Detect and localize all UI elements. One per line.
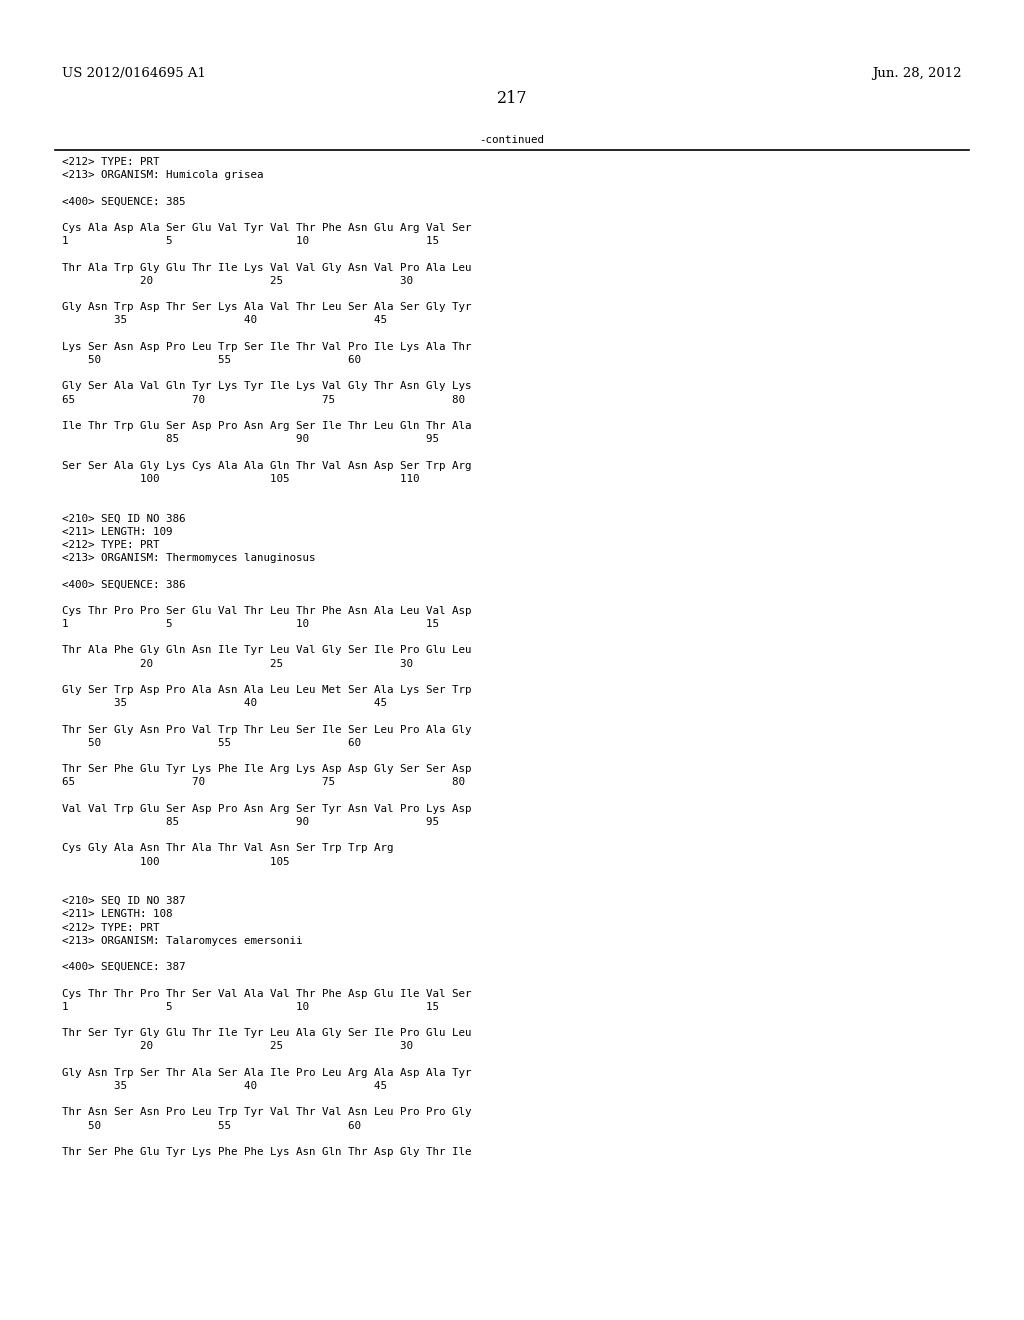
Text: Thr Ala Phe Gly Gln Asn Ile Tyr Leu Val Gly Ser Ile Pro Glu Leu: Thr Ala Phe Gly Gln Asn Ile Tyr Leu Val … [62,645,471,656]
Text: <213> ORGANISM: Talaromyces emersonii: <213> ORGANISM: Talaromyces emersonii [62,936,302,946]
Text: 20                  25                  30: 20 25 30 [62,659,413,669]
Text: <211> LENGTH: 108: <211> LENGTH: 108 [62,909,172,920]
Text: <212> TYPE: PRT: <212> TYPE: PRT [62,923,160,933]
Text: <210> SEQ ID NO 387: <210> SEQ ID NO 387 [62,896,185,907]
Text: 35                  40                  45: 35 40 45 [62,698,387,709]
Text: Cys Ala Asp Ala Ser Glu Val Tyr Val Thr Phe Asn Glu Arg Val Ser: Cys Ala Asp Ala Ser Glu Val Tyr Val Thr … [62,223,471,234]
Text: Cys Thr Pro Pro Ser Glu Val Thr Leu Thr Phe Asn Ala Leu Val Asp: Cys Thr Pro Pro Ser Glu Val Thr Leu Thr … [62,606,471,616]
Text: <400> SEQUENCE: 385: <400> SEQUENCE: 385 [62,197,185,207]
Text: 217: 217 [497,90,527,107]
Text: 50                  55                  60: 50 55 60 [62,738,361,748]
Text: 1               5                   10                  15: 1 5 10 15 [62,619,439,630]
Text: Thr Asn Ser Asn Pro Leu Trp Tyr Val Thr Val Asn Leu Pro Pro Gly: Thr Asn Ser Asn Pro Leu Trp Tyr Val Thr … [62,1107,471,1118]
Text: <211> LENGTH: 109: <211> LENGTH: 109 [62,527,172,537]
Text: Val Val Trp Glu Ser Asp Pro Asn Arg Ser Tyr Asn Val Pro Lys Asp: Val Val Trp Glu Ser Asp Pro Asn Arg Ser … [62,804,471,814]
Text: Gly Ser Ala Val Gln Tyr Lys Tyr Ile Lys Val Gly Thr Asn Gly Lys: Gly Ser Ala Val Gln Tyr Lys Tyr Ile Lys … [62,381,471,392]
Text: Ser Ser Ala Gly Lys Cys Ala Ala Gln Thr Val Asn Asp Ser Trp Arg: Ser Ser Ala Gly Lys Cys Ala Ala Gln Thr … [62,461,471,471]
Text: 1               5                   10                  15: 1 5 10 15 [62,1002,439,1012]
Text: 65                  70                  75                  80: 65 70 75 80 [62,395,465,405]
Text: Thr Ser Tyr Gly Glu Thr Ile Tyr Leu Ala Gly Ser Ile Pro Glu Leu: Thr Ser Tyr Gly Glu Thr Ile Tyr Leu Ala … [62,1028,471,1039]
Text: <213> ORGANISM: Thermomyces lanuginosus: <213> ORGANISM: Thermomyces lanuginosus [62,553,315,564]
Text: <400> SEQUENCE: 386: <400> SEQUENCE: 386 [62,579,185,590]
Text: Thr Ser Phe Glu Tyr Lys Phe Ile Arg Lys Asp Asp Gly Ser Ser Asp: Thr Ser Phe Glu Tyr Lys Phe Ile Arg Lys … [62,764,471,775]
Text: 20                  25                  30: 20 25 30 [62,1041,413,1052]
Text: US 2012/0164695 A1: US 2012/0164695 A1 [62,67,206,81]
Text: 85                  90                  95: 85 90 95 [62,434,439,445]
Text: Thr Ser Phe Glu Tyr Lys Phe Phe Lys Asn Gln Thr Asp Gly Thr Ile: Thr Ser Phe Glu Tyr Lys Phe Phe Lys Asn … [62,1147,471,1158]
Text: Lys Ser Asn Asp Pro Leu Trp Ser Ile Thr Val Pro Ile Lys Ala Thr: Lys Ser Asn Asp Pro Leu Trp Ser Ile Thr … [62,342,471,352]
Text: 50                  55                  60: 50 55 60 [62,355,361,366]
Text: Gly Asn Trp Ser Thr Ala Ser Ala Ile Pro Leu Arg Ala Asp Ala Tyr: Gly Asn Trp Ser Thr Ala Ser Ala Ile Pro … [62,1068,471,1078]
Text: <400> SEQUENCE: 387: <400> SEQUENCE: 387 [62,962,185,973]
Text: 65                  70                  75                  80: 65 70 75 80 [62,777,465,788]
Text: <210> SEQ ID NO 386: <210> SEQ ID NO 386 [62,513,185,524]
Text: 20                  25                  30: 20 25 30 [62,276,413,286]
Text: 35                  40                  45: 35 40 45 [62,1081,387,1092]
Text: Gly Asn Trp Asp Thr Ser Lys Ala Val Thr Leu Ser Ala Ser Gly Tyr: Gly Asn Trp Asp Thr Ser Lys Ala Val Thr … [62,302,471,313]
Text: Jun. 28, 2012: Jun. 28, 2012 [872,67,962,81]
Text: <212> TYPE: PRT: <212> TYPE: PRT [62,157,160,168]
Text: 50                  55                  60: 50 55 60 [62,1121,361,1131]
Text: 1               5                   10                  15: 1 5 10 15 [62,236,439,247]
Text: Cys Gly Ala Asn Thr Ala Thr Val Asn Ser Trp Trp Arg: Cys Gly Ala Asn Thr Ala Thr Val Asn Ser … [62,843,393,854]
Text: <213> ORGANISM: Humicola grisea: <213> ORGANISM: Humicola grisea [62,170,263,181]
Text: Cys Thr Thr Pro Thr Ser Val Ala Val Thr Phe Asp Glu Ile Val Ser: Cys Thr Thr Pro Thr Ser Val Ala Val Thr … [62,989,471,999]
Text: Thr Ala Trp Gly Glu Thr Ile Lys Val Val Gly Asn Val Pro Ala Leu: Thr Ala Trp Gly Glu Thr Ile Lys Val Val … [62,263,471,273]
Text: 100                 105: 100 105 [62,857,290,867]
Text: Ile Thr Trp Glu Ser Asp Pro Asn Arg Ser Ile Thr Leu Gln Thr Ala: Ile Thr Trp Glu Ser Asp Pro Asn Arg Ser … [62,421,471,432]
Text: Gly Ser Trp Asp Pro Ala Asn Ala Leu Leu Met Ser Ala Lys Ser Trp: Gly Ser Trp Asp Pro Ala Asn Ala Leu Leu … [62,685,471,696]
Text: 85                  90                  95: 85 90 95 [62,817,439,828]
Text: <212> TYPE: PRT: <212> TYPE: PRT [62,540,160,550]
Text: -continued: -continued [479,135,545,145]
Text: Thr Ser Gly Asn Pro Val Trp Thr Leu Ser Ile Ser Leu Pro Ala Gly: Thr Ser Gly Asn Pro Val Trp Thr Leu Ser … [62,725,471,735]
Text: 100                 105                 110: 100 105 110 [62,474,420,484]
Text: 35                  40                  45: 35 40 45 [62,315,387,326]
